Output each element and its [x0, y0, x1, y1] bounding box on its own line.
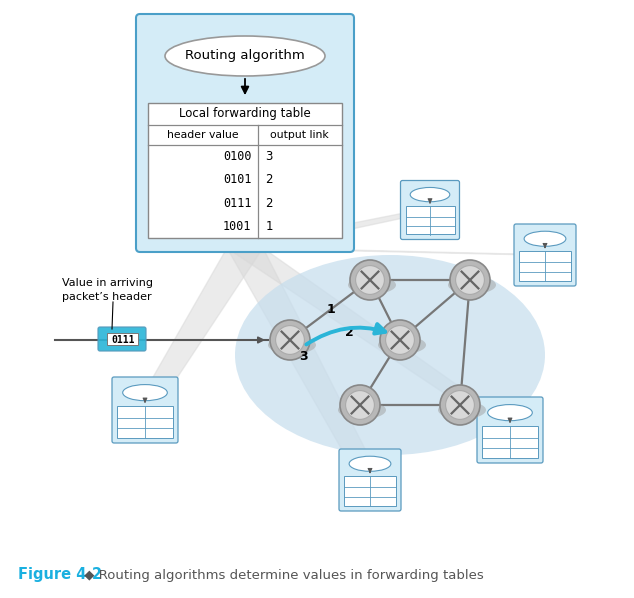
Ellipse shape	[235, 255, 545, 455]
Text: 1: 1	[327, 303, 335, 316]
Text: 3: 3	[300, 350, 308, 363]
FancyBboxPatch shape	[339, 449, 401, 511]
Bar	[482, 426, 538, 458]
Bar	[519, 251, 571, 281]
Text: 2: 2	[266, 173, 273, 187]
Ellipse shape	[448, 276, 496, 294]
FancyBboxPatch shape	[401, 181, 460, 240]
FancyBboxPatch shape	[477, 397, 543, 463]
Circle shape	[385, 325, 415, 355]
Bar	[107, 333, 138, 345]
Circle shape	[346, 390, 375, 419]
Ellipse shape	[378, 336, 426, 354]
Text: packet’s header: packet’s header	[62, 292, 152, 302]
Ellipse shape	[524, 231, 566, 246]
Circle shape	[350, 260, 390, 300]
Ellipse shape	[488, 405, 533, 421]
Ellipse shape	[410, 187, 450, 202]
Polygon shape	[227, 248, 556, 255]
Circle shape	[450, 260, 490, 300]
Ellipse shape	[268, 336, 316, 354]
Text: 1: 1	[266, 220, 273, 233]
Circle shape	[380, 320, 420, 360]
Circle shape	[456, 266, 484, 294]
Bar	[344, 476, 396, 506]
Text: 3: 3	[266, 150, 273, 163]
Ellipse shape	[349, 456, 391, 471]
FancyBboxPatch shape	[136, 14, 354, 252]
Bar	[117, 405, 173, 438]
Text: output link: output link	[270, 130, 328, 140]
Text: Figure 4.2: Figure 4.2	[18, 568, 102, 582]
Ellipse shape	[348, 276, 396, 294]
FancyBboxPatch shape	[98, 327, 146, 351]
Polygon shape	[227, 248, 381, 480]
FancyBboxPatch shape	[112, 377, 178, 443]
Polygon shape	[134, 248, 263, 410]
Ellipse shape	[438, 401, 486, 419]
Text: Value in arriving: Value in arriving	[62, 278, 153, 288]
Text: 0111: 0111	[111, 335, 135, 345]
Polygon shape	[227, 248, 521, 430]
Circle shape	[356, 266, 384, 294]
Text: 2: 2	[344, 326, 353, 339]
Text: 0101: 0101	[223, 173, 252, 187]
Text: 2: 2	[266, 197, 273, 210]
Circle shape	[270, 320, 310, 360]
Circle shape	[440, 385, 480, 425]
Ellipse shape	[123, 385, 167, 401]
Ellipse shape	[338, 401, 386, 419]
Text: Local forwarding table: Local forwarding table	[179, 108, 311, 121]
Text: Routing algorithm: Routing algorithm	[185, 50, 305, 63]
Text: header value: header value	[167, 130, 238, 140]
Circle shape	[340, 385, 380, 425]
Text: 0111: 0111	[223, 197, 252, 210]
Bar	[148, 103, 342, 238]
Text: ◆ Routing algorithms determine values in forwarding tables: ◆ Routing algorithms determine values in…	[80, 569, 484, 581]
Text: 0100: 0100	[223, 150, 252, 163]
Text: 1001: 1001	[223, 220, 252, 233]
Circle shape	[276, 325, 304, 355]
Ellipse shape	[165, 36, 325, 76]
Circle shape	[446, 390, 474, 419]
FancyBboxPatch shape	[514, 224, 576, 286]
Bar	[406, 206, 455, 234]
Polygon shape	[227, 210, 441, 248]
